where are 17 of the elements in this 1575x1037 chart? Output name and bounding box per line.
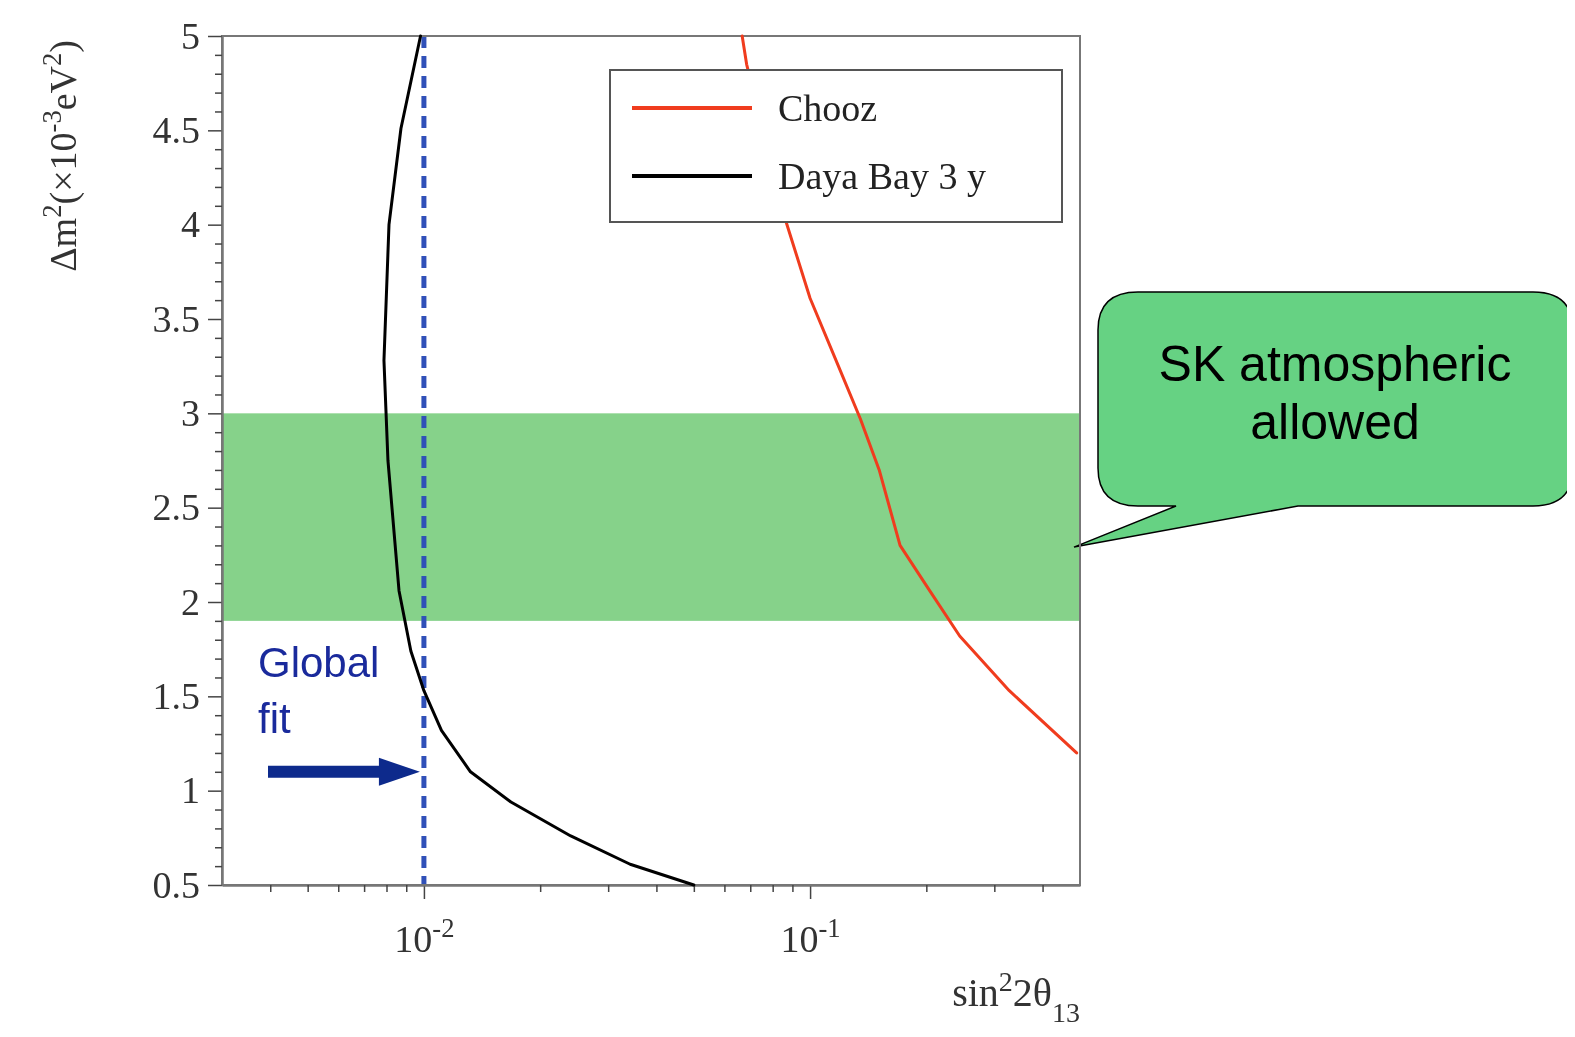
x-axis-title: sin$^{2}$2θ$_{13}$ [952,965,1080,1028]
legend-label: Daya Bay 3 y [778,155,986,198]
annotation: Global fit [258,638,380,742]
y-tick-label: 3.5 [152,297,200,340]
y-tick-label: 2.5 [152,486,200,529]
y-tick-label: 4 [181,203,200,246]
y-tick-label: 4.5 [152,108,200,151]
y-tick-label: 2 [181,580,200,623]
x-tick-label: 10$^{-2}$ [394,912,455,960]
y-tick-label: 1 [181,769,200,812]
band-label: SK atmospheric allowed [1158,336,1512,450]
legend-label: Chooz [778,87,878,130]
y-tick-label: 0.5 [152,863,200,906]
y-tick-label: 5 [181,14,200,57]
x-tick-label: 10$^{-1}$ [780,912,841,960]
y-tick-label: 3 [181,391,200,434]
y-tick-label: 1.5 [152,674,200,717]
